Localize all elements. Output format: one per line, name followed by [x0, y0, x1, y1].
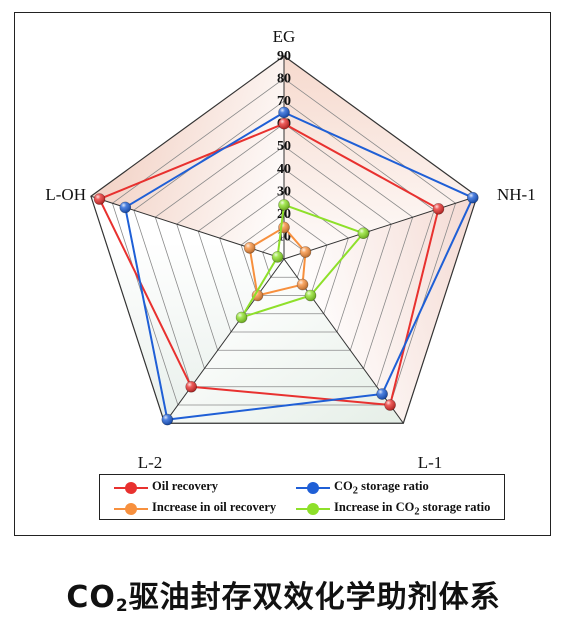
point-shine-co2-storage-ratio — [119, 201, 131, 213]
legend-label-increase-co2-storage: Increase in CO2 storage ratio — [334, 500, 491, 518]
series-line-co2-storage-ratio — [124, 111, 474, 421]
axis-label-l-oh: L-OH — [45, 185, 86, 204]
caption: CO2驱油封存双效化学助剂体系 — [66, 580, 501, 616]
point-shine-increase-in-co2-storage-ratio — [278, 199, 290, 211]
tick-label: 90 — [277, 49, 291, 64]
tick-label: 50 — [277, 139, 291, 154]
point-shine-oil-recovery — [94, 193, 106, 205]
series-increase-in-co2-storage-ratio — [235, 199, 370, 324]
point-shine-co2-storage-ratio — [278, 106, 290, 118]
series-oil-recovery — [93, 117, 445, 411]
point-shine-increase-in-co2-storage-ratio — [236, 311, 248, 323]
legend-label-co2-storage-ratio: CO2 storage ratio — [334, 479, 429, 497]
legend-marker-co2-storage-ratio — [296, 481, 330, 495]
tick-label: 80 — [277, 72, 291, 87]
legend-marker-increase-oil-recovery — [114, 502, 148, 516]
series-co2-storage-ratio — [119, 106, 479, 426]
radar-grid-ring — [154, 123, 414, 369]
radar-grid-ring — [90, 55, 478, 424]
point-shine-oil-recovery — [384, 399, 396, 411]
radar-grid-ring — [176, 145, 392, 351]
point-shine-oil-recovery — [185, 381, 197, 393]
legend-item-co2-storage-ratio: CO2 storage ratio — [296, 478, 429, 498]
legend-marker-increase-co2-storage — [296, 502, 330, 516]
point-shine-increase-in-co2-storage-ratio — [357, 227, 369, 239]
radar-grid-ring — [197, 168, 371, 333]
legend-label-oil-recovery: Oil recovery — [152, 479, 219, 494]
series-line-oil-recovery — [98, 122, 440, 406]
point-shine-oil-recovery — [432, 203, 444, 215]
point-shine-oil-recovery — [278, 118, 290, 130]
radar-spoke — [164, 258, 285, 424]
series-line-increase-in-co2-storage-ratio — [240, 203, 365, 319]
point-shine-increase-in-oil-recovery — [299, 246, 311, 258]
legend-item-increase-oil-recovery: Increase in oil recovery — [114, 499, 276, 519]
radar-segment-fill — [284, 56, 478, 259]
legend-marker-oil-recovery — [114, 481, 148, 495]
axis-label-nh-1: NH-1 — [497, 185, 536, 204]
radar-segment-fill — [90, 56, 285, 259]
point-shine-increase-in-co2-storage-ratio — [305, 289, 317, 301]
point-shine-co2-storage-ratio — [161, 414, 173, 426]
radar-grid-ring — [219, 190, 349, 315]
tick-label: 30 — [277, 184, 291, 199]
point-shine-increase-in-oil-recovery — [244, 242, 256, 254]
legend-label-increase-oil-recovery: Increase in oil recovery — [152, 500, 277, 515]
axis-label-l-1: L-1 — [418, 453, 443, 472]
point-shine-increase-in-co2-storage-ratio — [272, 251, 284, 263]
series-increase-in-oil-recovery — [243, 221, 312, 302]
axis-label-l-2: L-2 — [138, 453, 163, 472]
chart-frame — [14, 12, 551, 536]
tick-label: 70 — [277, 94, 291, 109]
point-shine-co2-storage-ratio — [467, 192, 479, 204]
legend-item-increase-co2-storage: Increase in CO2 storage ratio — [296, 499, 490, 519]
point-shine-co2-storage-ratio — [376, 388, 388, 400]
legend-item-oil-recovery: Oil recovery — [114, 478, 218, 498]
axis-label-eg: EG — [273, 27, 296, 46]
radar-grid-ring — [240, 213, 328, 296]
radar-segment-fill — [284, 196, 478, 424]
point-shine-increase-in-oil-recovery — [251, 289, 263, 301]
radar-segment-fill — [90, 196, 285, 424]
legend: Oil recovery CO2 storage ratio Increase … — [99, 474, 505, 520]
radar-segment-fill — [164, 259, 404, 424]
tick-label: 20 — [277, 207, 291, 222]
point-shine-increase-in-oil-recovery — [297, 279, 309, 291]
radar-spoke — [283, 195, 478, 260]
tick-label: 40 — [277, 162, 291, 177]
